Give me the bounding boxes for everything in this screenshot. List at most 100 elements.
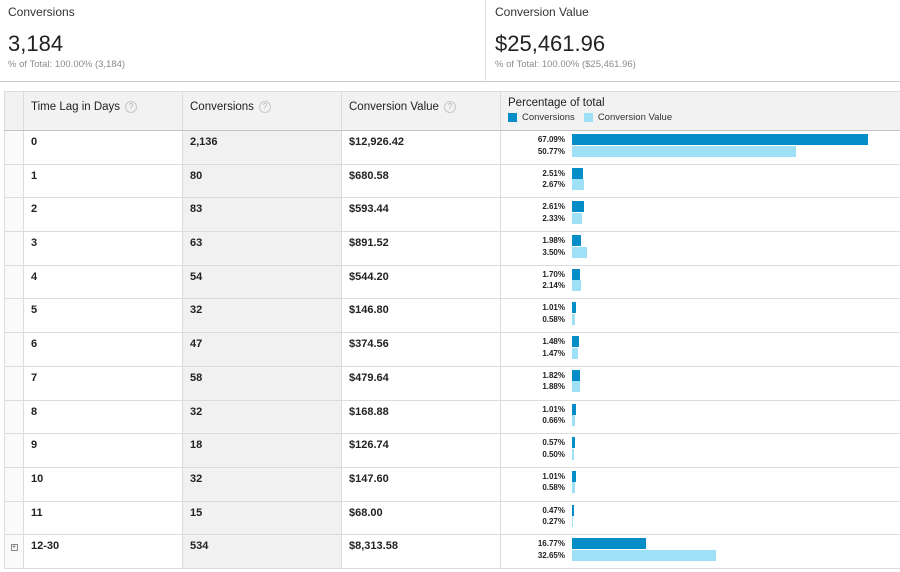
cell-conversion-value: $479.64	[341, 365, 501, 401]
table-row[interactable]: 3 63 $891.52 1.98% 3.50%	[4, 231, 900, 266]
bar-conversion-value	[572, 179, 584, 191]
cell-time-lag: 12-30	[23, 534, 183, 569]
bar-conversion-value-row: 3.50%	[501, 246, 900, 259]
bar-conversions-row: 1.01%	[501, 470, 900, 483]
expand-icon[interactable]: +	[10, 544, 18, 552]
bar-conversions-label: 1.48%	[542, 337, 565, 347]
cell-percentage-bars: 2.61% 2.33%	[500, 197, 900, 233]
legend-label: Conversion Value	[597, 112, 673, 123]
bar-conversion-value-row: 2.67%	[501, 179, 900, 191]
table-row[interactable]: 10 32 $147.60 1.01% 0.58%	[4, 466, 900, 502]
bar-conversion-value	[572, 482, 575, 494]
bar-conversions	[572, 437, 575, 449]
legend-item-conversion-value: Conversion Value	[583, 112, 673, 123]
bar-conversion-value-row: 2.14%	[501, 280, 900, 292]
bar-conversions-row: 1.01%	[501, 403, 900, 416]
bar-conversions-row: 16.77%	[501, 538, 900, 550]
cell-percentage-bars: 1.01% 0.58%	[500, 298, 900, 334]
row-expand-cell	[4, 399, 24, 435]
help-icon[interactable]: ?	[125, 101, 138, 113]
bar-conversions	[572, 470, 577, 482]
bar-conversions	[572, 538, 646, 550]
header-time-lag[interactable]: Time Lag in Days?	[23, 91, 183, 131]
bar-conversion-value-label: 3.50%	[542, 247, 565, 257]
cell-conversions: 2,136	[182, 130, 342, 165]
table-row[interactable]: 2 83 $593.44 2.61% 2.33%	[4, 197, 900, 233]
cell-conversions: 80	[182, 163, 342, 199]
bar-conversions	[572, 235, 581, 247]
row-expand-cell	[4, 264, 24, 300]
cell-conversion-value: $680.58	[341, 163, 501, 199]
cell-percentage-bars: 0.47% 0.27%	[500, 500, 900, 536]
bar-conversion-value-row: 0.50%	[501, 448, 900, 461]
table-row[interactable]: 11 15 $68.00 0.47% 0.27%	[4, 500, 900, 536]
bar-conversion-value-label: 2.14%	[542, 281, 565, 291]
table-row[interactable]: 9 18 $126.74 0.57% 0.50%	[4, 433, 900, 468]
help-icon[interactable]: ?	[258, 101, 271, 113]
cell-conversion-value: $147.60	[341, 466, 501, 502]
table-row[interactable]: 4 54 $544.20 1.70% 2.14%	[4, 264, 900, 300]
cell-conversions: 63	[182, 231, 342, 266]
bar-conversion-value	[572, 145, 796, 157]
cell-conversion-value: $374.56	[341, 332, 501, 367]
legend-label: Conversions	[522, 112, 575, 123]
cell-time-lag: 10	[23, 466, 183, 502]
scorecard-conversions[interactable]: Conversions 3,184 % of Total: 100.00% (3…	[0, 0, 486, 82]
header-label: Conversions	[190, 101, 254, 113]
table-row[interactable]: 5 32 $146.80 1.01% 0.58%	[4, 298, 900, 334]
bar-conversion-value-label: 2.67%	[542, 180, 565, 190]
cell-conversion-value: $544.20	[341, 264, 501, 300]
bar-conversions-row: 1.01%	[501, 302, 900, 314]
table-row[interactable]: +12-30 534 $8,313.58 16.77% 32.65%	[4, 534, 900, 569]
table-row[interactable]: 7 58 $479.64 1.82% 1.88%	[4, 365, 900, 401]
help-icon[interactable]: ?	[443, 101, 456, 113]
legend-swatch	[583, 113, 593, 122]
table-row[interactable]: 0 2,136 $12,926.42 67.09% 50.77%	[4, 130, 900, 165]
table-row[interactable]: 8 32 $168.88 1.01% 0.66%	[4, 399, 900, 435]
bar-conversions	[572, 369, 581, 381]
bar-conversions-row: 1.98%	[501, 235, 900, 247]
bar-conversion-value	[572, 212, 583, 224]
header-label: Percentage of total	[508, 97, 605, 109]
table-row[interactable]: 1 80 $680.58 2.51% 2.67%	[4, 163, 900, 199]
cell-conversions: 47	[182, 332, 342, 367]
header-label: Time Lag in Days	[31, 101, 121, 113]
bar-conversions-row: 67.09%	[501, 134, 900, 146]
bar-conversion-value	[572, 415, 575, 426]
cell-time-lag: 3	[23, 231, 183, 266]
cell-conversion-value: $891.52	[341, 231, 501, 266]
row-expand-cell	[4, 500, 24, 536]
header-conversion-value[interactable]: Conversion Value?	[341, 91, 501, 131]
cell-percentage-bars: 0.57% 0.50%	[500, 433, 900, 468]
bar-conversions	[572, 201, 584, 213]
table-header-row: Time Lag in Days? Conversions? Conversio…	[4, 91, 900, 131]
bar-conversions-row: 1.48%	[501, 336, 900, 348]
bar-conversions-label: 1.82%	[542, 370, 565, 380]
bar-conversions-label: 16.77%	[537, 539, 565, 549]
bar-conversion-value	[572, 448, 575, 460]
table-row[interactable]: 6 47 $374.56 1.48% 1.47%	[4, 332, 900, 367]
row-expand-cell	[4, 298, 24, 334]
cell-percentage-bars: 2.51% 2.67%	[500, 163, 900, 199]
cell-time-lag: 4	[23, 264, 183, 300]
bar-conversions-label: 0.47%	[542, 505, 565, 515]
header-conversions[interactable]: Conversions?	[182, 91, 342, 131]
header-percentage-of-total: Percentage of total Conversions Conversi…	[500, 91, 900, 131]
bar-conversions-label: 1.01%	[542, 471, 565, 481]
bar-conversion-value-label: 32.65%	[537, 550, 565, 560]
cell-conversions: 32	[182, 466, 342, 502]
cell-conversions: 18	[182, 433, 342, 468]
scorecard-value: 3,184	[8, 31, 64, 56]
bar-conversions	[572, 336, 579, 348]
scorecard-conversion-value[interactable]: Conversion Value $25,461.96 % of Total: …	[486, 0, 900, 82]
cell-time-lag: 7	[23, 365, 183, 401]
row-expand-cell	[4, 197, 24, 233]
scorecard-title: Conversions	[8, 5, 75, 19]
row-expand-cell[interactable]: +	[4, 534, 24, 569]
cell-conversions: 32	[182, 298, 342, 334]
cell-conversion-value: $126.74	[341, 433, 501, 468]
cell-percentage-bars: 1.82% 1.88%	[500, 365, 900, 401]
bar-conversions-label: 1.98%	[542, 236, 565, 246]
bar-conversion-value	[572, 313, 575, 325]
cell-time-lag: 2	[23, 197, 183, 233]
